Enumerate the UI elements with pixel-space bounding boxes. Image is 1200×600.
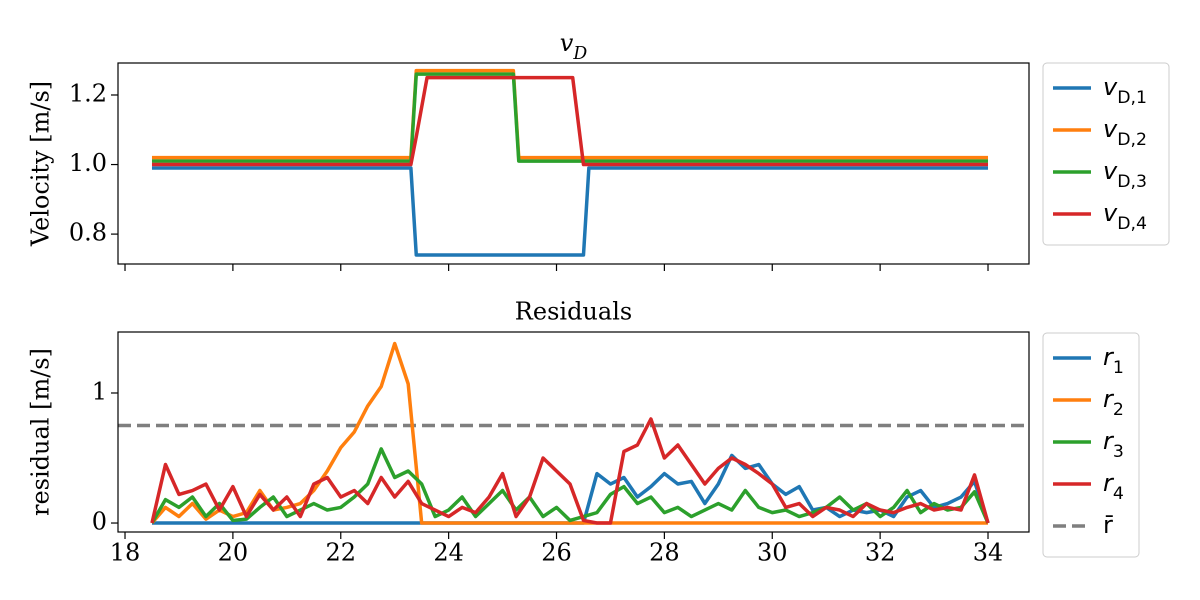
legend-label: r2	[1103, 385, 1124, 420]
y-tick-label: 1.0	[69, 149, 107, 177]
chart-title: Residuals	[515, 298, 632, 326]
legend-label: r3	[1103, 427, 1124, 462]
y-axis-label: residual [m/s]	[27, 348, 55, 516]
axes-frame	[117, 62, 1030, 265]
series-line	[150, 417, 990, 525]
x-tick-label: 18	[110, 539, 141, 567]
legend-label: vD,1	[1103, 73, 1147, 108]
legend-box	[1042, 62, 1170, 246]
legend-label: r̄	[1103, 511, 1113, 539]
y-tick-label: 1.2	[69, 79, 107, 107]
chart-title: vD	[560, 29, 588, 64]
legend-label: r4	[1103, 469, 1124, 504]
legend-label: vD,3	[1103, 157, 1147, 192]
legend-label: r1	[1103, 343, 1124, 378]
series-line	[151, 453, 990, 525]
axes-frame	[117, 331, 1030, 533]
x-tick-label: 26	[541, 539, 572, 567]
y-tick-label: 0.8	[69, 219, 107, 247]
y-axis-label: Velocity [m/s]	[27, 81, 55, 247]
x-tick-label: 20	[218, 539, 249, 567]
series-line	[151, 166, 989, 257]
y-tick-label: 0	[92, 508, 107, 536]
x-tick-label: 24	[433, 539, 464, 567]
series-line	[151, 75, 989, 167]
y-tick-label: 1	[92, 377, 107, 405]
series-line	[150, 341, 989, 525]
x-tick-label: 28	[649, 539, 680, 567]
series-line	[151, 72, 989, 163]
legend-label: vD,4	[1103, 199, 1147, 234]
x-tick-label: 22	[325, 539, 356, 567]
x-tick-label: 34	[973, 539, 1004, 567]
series-line	[151, 68, 989, 160]
x-tick-label: 30	[757, 539, 788, 567]
x-tick-label: 32	[865, 539, 896, 567]
plot-area	[151, 68, 989, 257]
series-line	[150, 447, 990, 524]
plot-area	[118, 341, 1029, 525]
legend-label: vD,2	[1103, 115, 1147, 150]
legend-box	[1042, 332, 1140, 558]
